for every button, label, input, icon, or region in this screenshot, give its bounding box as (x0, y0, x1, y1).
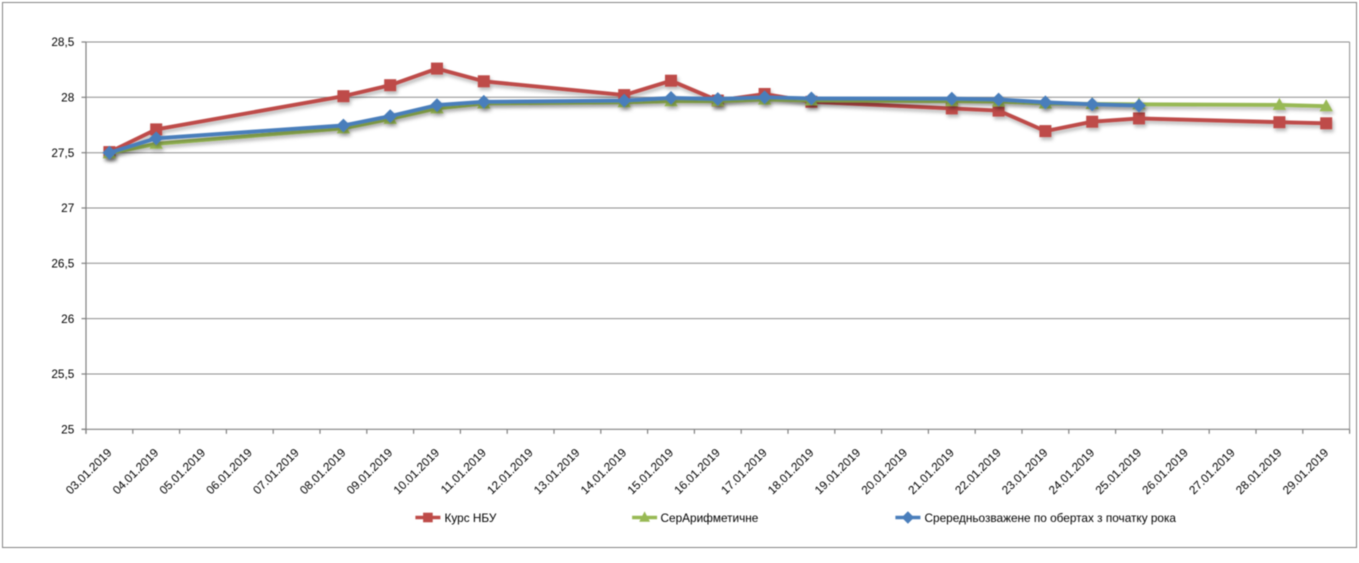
svg-text:27: 27 (61, 201, 74, 215)
svg-text:26: 26 (61, 312, 75, 326)
svg-text:26,5: 26,5 (51, 257, 74, 271)
svg-text:28: 28 (61, 91, 75, 105)
svg-text:Курс НБУ: Курс НБУ (445, 511, 497, 525)
svg-text:25,5: 25,5 (51, 367, 74, 381)
svg-text:СерАрифметичне: СерАрифметичне (661, 511, 759, 525)
svg-text:28,5: 28,5 (51, 35, 74, 49)
svg-text:25: 25 (61, 423, 75, 437)
svg-text:27,5: 27,5 (51, 146, 74, 160)
svg-text:Срередньозважене по обертах з: Срередньозважене по обертах з початку ро… (925, 511, 1177, 525)
